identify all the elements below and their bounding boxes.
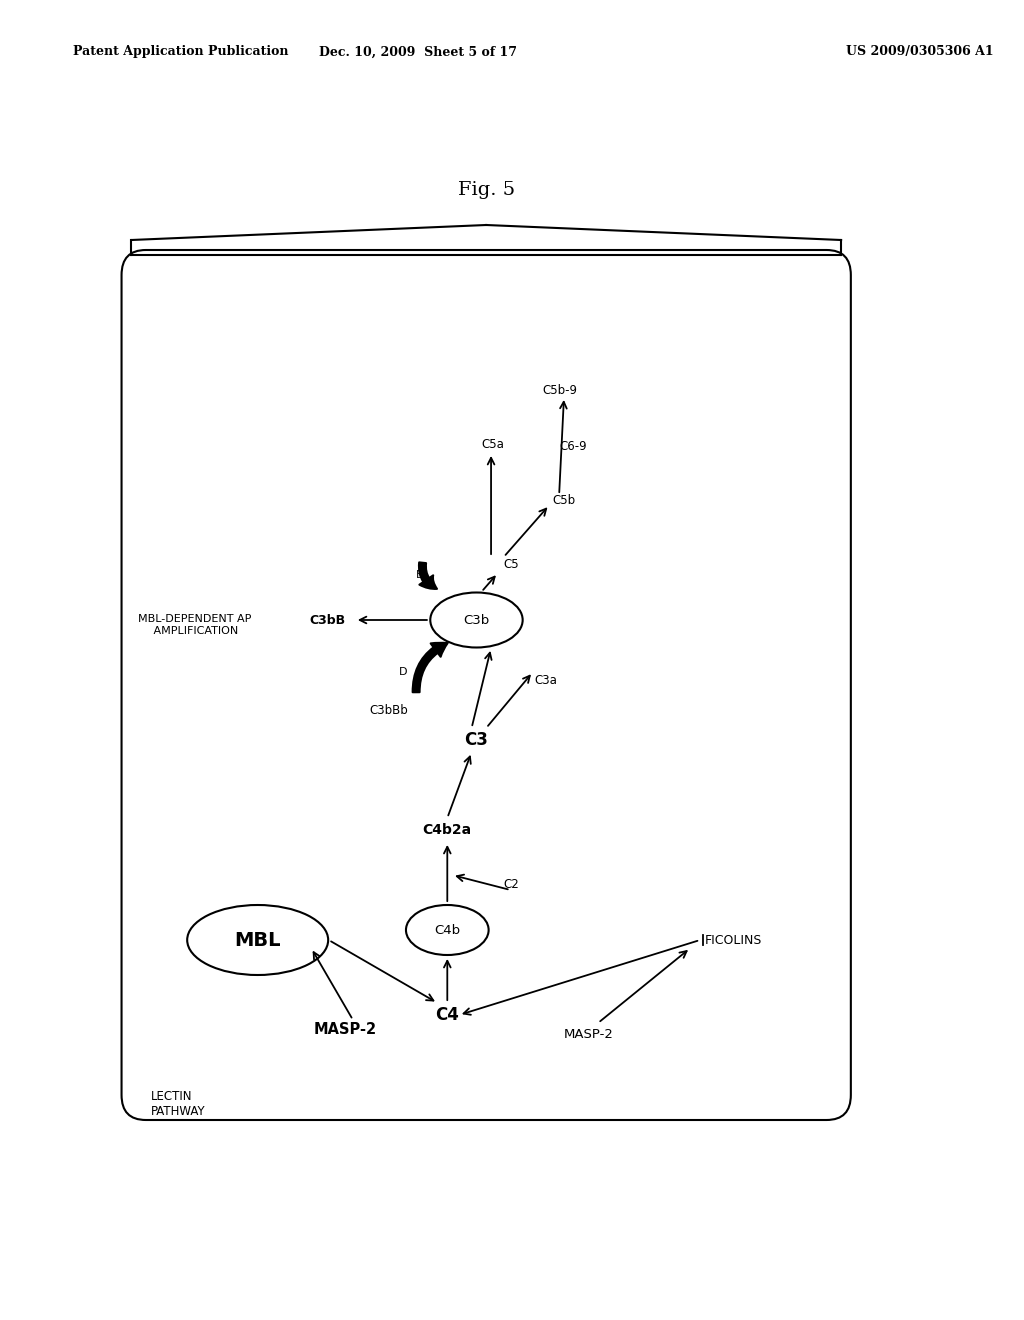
Text: Patent Application Publication: Patent Application Publication: [73, 45, 289, 58]
Text: LECTIN
PATHWAY: LECTIN PATHWAY: [151, 1090, 206, 1118]
Text: US 2009/0305306 A1: US 2009/0305306 A1: [846, 45, 993, 58]
Ellipse shape: [430, 593, 522, 648]
Text: C5b: C5b: [552, 494, 575, 507]
Text: D: D: [399, 667, 408, 677]
Text: C6-9: C6-9: [559, 441, 587, 454]
Text: C4b: C4b: [434, 924, 461, 936]
Text: C5a: C5a: [481, 438, 504, 451]
FancyArrowPatch shape: [419, 562, 437, 589]
Text: C3bBb: C3bBb: [370, 704, 409, 717]
Ellipse shape: [187, 906, 328, 975]
Text: C3b: C3b: [463, 614, 489, 627]
Text: C4: C4: [435, 1006, 459, 1024]
Text: C5: C5: [504, 558, 519, 572]
Text: Fig. 5: Fig. 5: [458, 181, 515, 199]
FancyBboxPatch shape: [122, 249, 851, 1119]
Text: C4b2a: C4b2a: [423, 822, 472, 837]
Ellipse shape: [406, 906, 488, 954]
Text: MBL: MBL: [234, 931, 281, 949]
Text: C3a: C3a: [535, 673, 558, 686]
Text: MBL-DEPENDENT AP
 AMPLIFICATION: MBL-DEPENDENT AP AMPLIFICATION: [138, 614, 251, 636]
Text: MASP-2: MASP-2: [313, 1023, 377, 1038]
Text: Dec. 10, 2009  Sheet 5 of 17: Dec. 10, 2009 Sheet 5 of 17: [319, 45, 517, 58]
Text: C5b-9: C5b-9: [543, 384, 578, 396]
Text: B: B: [417, 570, 424, 579]
Text: C3: C3: [465, 731, 488, 748]
FancyArrowPatch shape: [413, 643, 447, 692]
Text: MASP-2: MASP-2: [563, 1028, 613, 1041]
Text: C3bB: C3bB: [309, 614, 345, 627]
Text: FICOLINS: FICOLINS: [705, 933, 762, 946]
Text: C2: C2: [504, 879, 519, 891]
